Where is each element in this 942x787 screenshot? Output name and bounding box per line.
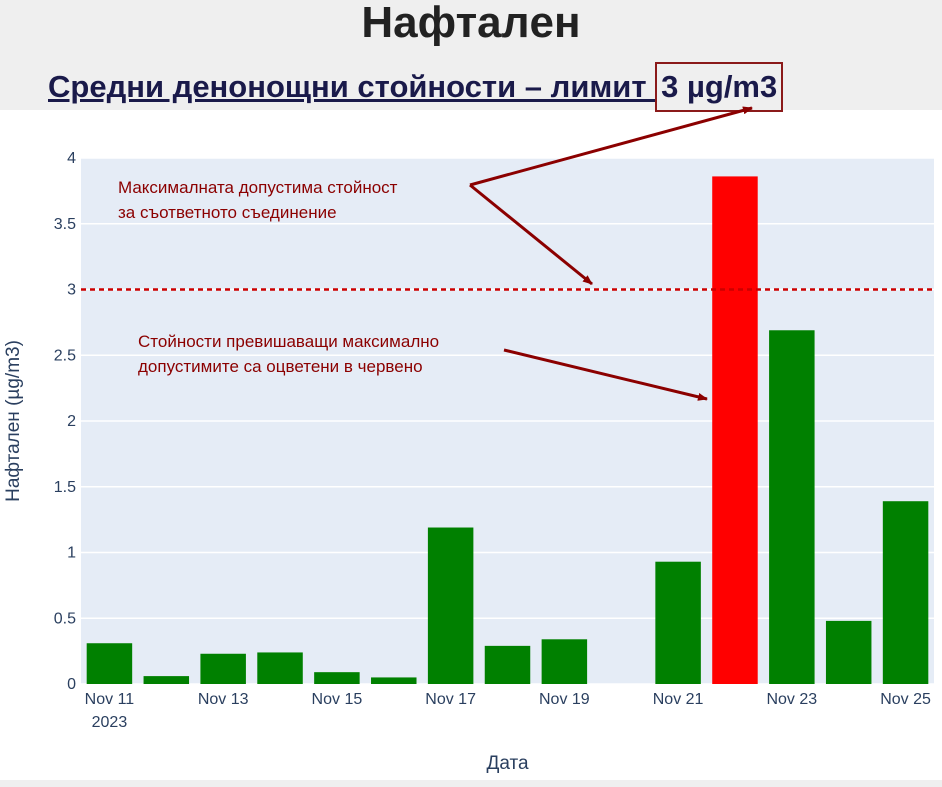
y-tick-label: 2.5 [54,347,76,364]
bar [314,672,360,684]
x-tick-label: Nov 13 [198,691,249,708]
x-tick-label: Nov 23 [766,691,817,708]
x-axis-title: Дата [486,753,529,774]
x-tick-label: Nov 19 [539,691,590,708]
x-axis-ticks: Nov 11 2023 Nov 13 Nov 15 Nov 17 Nov 19 Nov 21… [85,691,931,731]
y-tick-label: 0.5 [54,610,76,627]
bottom-band [0,780,942,787]
bar [257,652,303,684]
bar [541,639,588,684]
bar [825,620,872,684]
y-tick-label: 3 [67,282,76,299]
x-tick-year-label: 2023 [92,714,128,731]
chart-subtitle: Средни денонощни стойности – лимит 3 µg/… [48,62,784,112]
y-tick-label: 3.5 [54,216,76,233]
annotation-exceed-line2: допустимите са оцветени в червено [138,357,423,376]
annotation-arrow-to-limit [469,183,593,286]
x-tick-label: Nov 11 [85,691,135,708]
annotation-limit-line1: Максималната допустима стойност [118,178,398,197]
bar [882,501,929,684]
x-tick-label: Nov 21 [653,691,704,708]
x-tick-label: Nov 25 [880,691,931,708]
y-tick-label: 2 [67,413,76,430]
bar [371,677,417,684]
bar [427,527,474,684]
bars [86,176,929,684]
bar-exceeding [712,176,758,684]
bar [769,330,815,684]
annotation-exceed-line1: Стойности превишаващи максимално [138,332,439,351]
bar [484,645,531,684]
y-axis-title: Нафтален (µg/m3) [3,340,24,502]
page-title: Нафталeн [361,0,581,47]
bar [86,643,133,684]
y-tick-label: 1 [67,545,76,562]
bar [143,676,190,684]
x-tick-label: Nov 17 [425,691,476,708]
y-tick-label: 0 [67,676,76,693]
x-tick-label: Nov 15 [312,691,363,708]
y-axis-ticks: 0 0.5 1 1.5 2 2.5 3 3.5 4 [54,150,76,693]
header-band: Нафталeн Средни денонощни стойности – ли… [0,0,942,112]
limit-value-box: 3 µg/m3 [655,62,784,112]
annotation-limit-line2: за съответното съединение [118,203,337,222]
y-tick-label: 1.5 [54,479,76,496]
annotation-arrow-to-title [469,106,753,187]
bar [200,653,246,684]
y-tick-label: 4 [67,150,76,167]
annotation-arrow-to-bar [503,348,708,401]
bar [655,561,701,684]
subtitle-text: Средни денонощни стойности – лимит [48,69,656,104]
